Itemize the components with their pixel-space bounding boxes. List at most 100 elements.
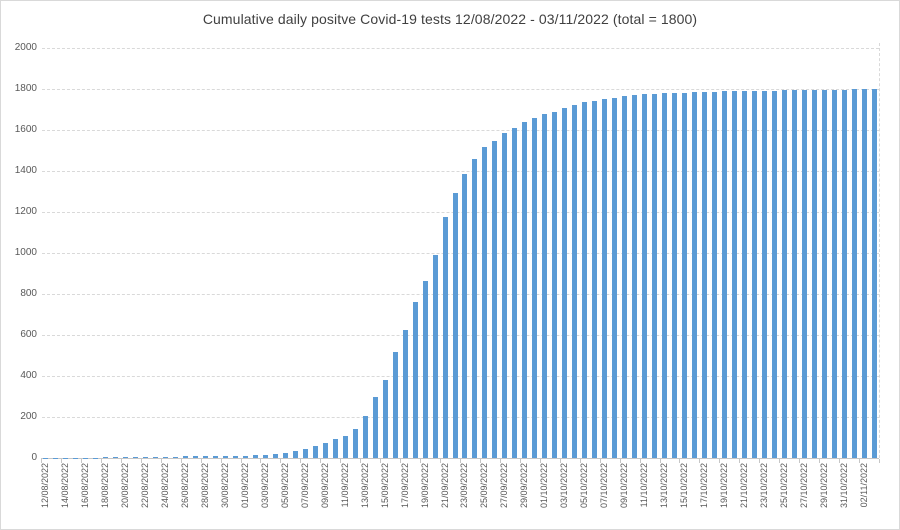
x-axis-tick-label: 21/10/2022 [738, 463, 749, 509]
bar [452, 192, 458, 458]
x-axis-tick-label: 17/10/2022 [698, 463, 709, 509]
bar [572, 104, 578, 458]
x-axis-tick-label: 28/08/2022 [200, 463, 211, 509]
bar [771, 90, 777, 458]
bar [671, 93, 677, 458]
x-axis-tick [779, 459, 781, 463]
bar [342, 436, 348, 458]
y-axis-tick-label: 800 [20, 288, 37, 299]
x-axis-tick [220, 459, 222, 463]
x-axis-tick-label: 07/10/2022 [599, 463, 610, 509]
x-axis-tick-label: 27/10/2022 [798, 463, 809, 509]
bar [701, 91, 707, 458]
x-axis-tick [380, 459, 382, 463]
bar [612, 97, 618, 458]
bar [532, 118, 538, 458]
x-axis-tick-label: 23/09/2022 [459, 463, 470, 509]
bar [751, 90, 757, 458]
bar [282, 452, 288, 458]
bar [302, 449, 308, 458]
bar [103, 457, 109, 458]
bar [402, 330, 408, 458]
x-axis-tick-label: 07/09/2022 [299, 463, 310, 509]
x-axis-tick-label: 12/08/2022 [40, 463, 51, 509]
bar [382, 380, 388, 458]
bar [312, 446, 318, 458]
y-axis-tick-label: 0 [31, 452, 37, 463]
x-axis-tick-label: 21/09/2022 [439, 463, 450, 509]
bar [711, 91, 717, 458]
x-axis-tick [559, 459, 561, 463]
bar [173, 456, 179, 458]
bar [791, 90, 797, 458]
x-axis-tick [619, 459, 621, 463]
bar [652, 93, 658, 458]
x-axis-tick [599, 459, 601, 463]
x-axis-tick-label: 13/10/2022 [659, 463, 669, 509]
x-axis-tick [60, 459, 62, 463]
x-axis-tick [719, 459, 721, 463]
gridline [42, 253, 879, 254]
bar [741, 91, 747, 458]
x-axis-tick [260, 459, 262, 463]
bar [562, 108, 568, 458]
bar [372, 396, 378, 458]
y-axis-tick-label: 600 [20, 329, 37, 340]
x-axis-tick [799, 459, 801, 463]
bar [412, 302, 418, 458]
x-axis-tick-label: 15/09/2022 [379, 463, 390, 509]
x-axis-tick [639, 459, 641, 463]
x-axis-tick-label: 30/08/2022 [220, 463, 231, 509]
x-axis-tick-label: 26/08/2022 [180, 463, 191, 509]
x-axis-tick-label: 11/09/2022 [339, 463, 350, 508]
x-axis-tick-label: 29/10/2022 [818, 463, 829, 509]
x-axis-tick-label: 27/09/2022 [499, 463, 510, 509]
x-axis-tick-label: 17/09/2022 [399, 463, 410, 509]
bar [213, 456, 219, 458]
x-axis-tick [160, 459, 162, 463]
x-axis-tick-label: 22/08/2022 [140, 463, 151, 509]
bar [352, 429, 358, 458]
x-axis-tick-label: 09/10/2022 [619, 463, 630, 509]
y-axis-tick-label: 1600 [14, 124, 37, 135]
gridline [42, 335, 879, 336]
x-axis-tick [659, 459, 661, 463]
bar [123, 457, 129, 458]
x-axis-tick-label: 15/10/2022 [678, 463, 689, 509]
bar [262, 454, 268, 458]
bar [871, 89, 877, 458]
y-axis-tick-label: 1800 [14, 83, 37, 94]
x-axis-tick-label: 05/10/2022 [579, 463, 590, 509]
x-axis-tick-label: 16/08/2022 [80, 463, 91, 509]
bar [392, 352, 398, 458]
bar [272, 453, 278, 458]
gridline [42, 89, 879, 90]
x-axis-tick-label: 18/08/2022 [100, 463, 111, 509]
x-axis-tick-label: 25/09/2022 [479, 463, 490, 509]
x-axis-tick-label: 11/10/2022 [639, 463, 650, 508]
bar [861, 89, 867, 458]
bar [542, 114, 548, 458]
x-axis-tick-label: 09/09/2022 [319, 463, 330, 509]
x-axis-tick [200, 459, 202, 463]
x-axis-tick [300, 459, 302, 463]
bar [203, 456, 209, 458]
x-axis-tick [859, 459, 861, 463]
bar [681, 92, 687, 458]
x-axis-tick-label: 25/10/2022 [778, 463, 789, 509]
bar [113, 457, 119, 458]
bar [851, 89, 857, 458]
y-axis-tick-label: 1200 [14, 206, 37, 217]
bar [781, 90, 787, 458]
bar [153, 456, 159, 458]
bar [731, 91, 737, 458]
x-axis-tick-label: 29/09/2022 [519, 463, 530, 509]
bar [841, 89, 847, 458]
x-axis-line [41, 458, 879, 459]
x-axis-tick [400, 459, 402, 463]
gridline [42, 376, 879, 377]
plot-right-border [879, 43, 880, 458]
y-axis-tick-label: 1000 [14, 247, 37, 258]
x-axis-tick [479, 459, 481, 463]
x-axis-tick [320, 459, 322, 463]
